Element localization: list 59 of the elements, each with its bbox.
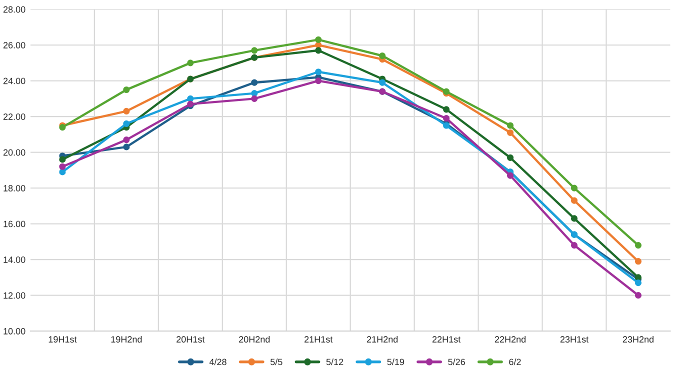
point: [570, 215, 578, 222]
x-tick-label: 20H2nd: [239, 336, 270, 343]
point: [251, 95, 258, 102]
point: [123, 108, 130, 114]
y-tick-label: 22.00: [3, 114, 26, 120]
point: [59, 163, 66, 170]
point: [506, 129, 514, 136]
legend-label: 6/2: [509, 358, 521, 366]
legend-label: 5/12: [326, 358, 344, 366]
x-tick-label: 21H1st: [304, 336, 333, 343]
x-tick-label: 22H1st: [432, 336, 461, 343]
y-tick-label: 10.00: [4, 328, 26, 334]
point: [443, 106, 450, 113]
point: [634, 242, 642, 249]
point: [315, 36, 322, 43]
point: [59, 156, 66, 163]
y-tick-label: 20.00: [3, 149, 26, 156]
y-tick-label: 14.00: [4, 256, 26, 263]
y-tick-label: 24.00: [3, 78, 26, 84]
x-tick-label: 22H2nd: [494, 336, 526, 343]
point: [123, 120, 130, 128]
x-tick-label: 21H2nd: [366, 336, 398, 343]
x-tick-label: 19H1st: [48, 336, 77, 343]
legend-label: 5/26: [448, 358, 465, 366]
point: [506, 154, 514, 161]
point: [379, 79, 386, 86]
point: [315, 68, 322, 76]
point: [634, 258, 642, 265]
point: [187, 60, 194, 66]
point: [315, 47, 322, 54]
point: [634, 280, 642, 286]
point: [570, 184, 578, 192]
legend-label: 5/19: [387, 358, 404, 366]
point: [570, 242, 578, 249]
point: [187, 95, 194, 102]
y-tick-label: 16.00: [4, 220, 26, 228]
point: [123, 144, 130, 150]
point: [443, 115, 450, 122]
point: [123, 86, 130, 94]
legend-label: 5/5: [270, 358, 282, 366]
legend-label: 4/28: [209, 358, 226, 366]
point: [506, 122, 514, 129]
point: [570, 197, 578, 204]
point: [251, 79, 258, 86]
point: [315, 78, 322, 84]
x-tick-label: 23H1st: [560, 336, 588, 343]
point: [123, 136, 130, 144]
y-tick-label: 18.00: [4, 185, 26, 192]
y-tick-label: 28.00: [3, 6, 26, 13]
point: [634, 292, 642, 299]
y-tick-label: 12.00: [4, 292, 26, 299]
x-tick-label: 19H2nd: [111, 336, 142, 343]
point: [251, 47, 258, 54]
x-tick-label: 23H2nd: [622, 336, 654, 343]
point: [506, 172, 514, 179]
point: [379, 52, 386, 60]
point: [251, 90, 258, 97]
x-tick-label: 20H1st: [176, 336, 205, 343]
y-tick-label: 26.00: [3, 42, 26, 48]
